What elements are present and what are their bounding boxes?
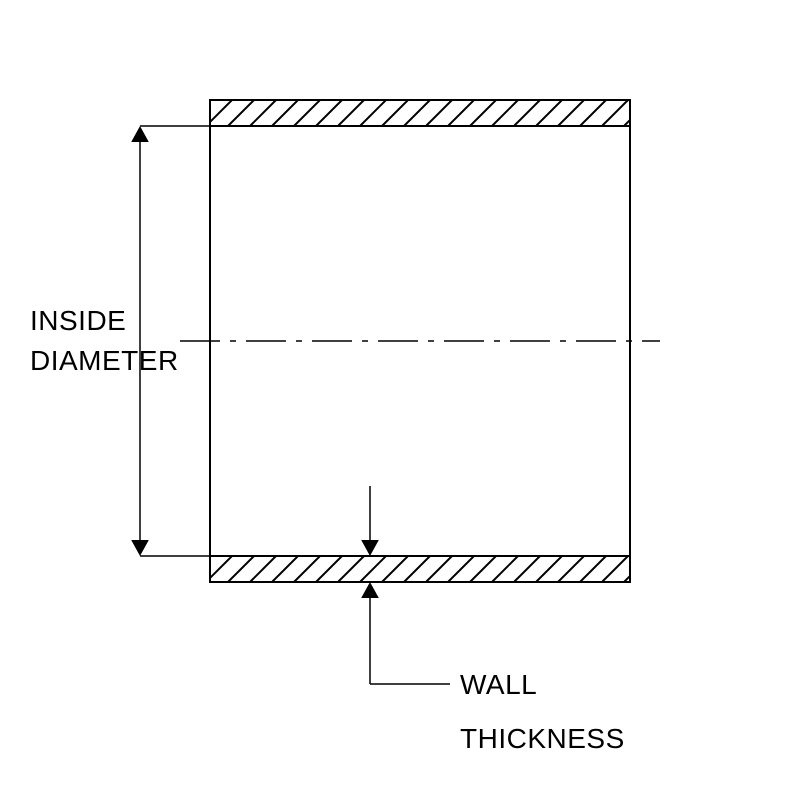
- label-thickness: THICKNESS: [460, 723, 625, 754]
- label-wall: WALL: [460, 669, 537, 700]
- tube-cross-section-diagram: INSIDE DIAMETER WALL THICKNESS: [0, 0, 800, 800]
- label-inside: INSIDE: [30, 305, 126, 336]
- hatch-bottom-wall: [162, 556, 672, 582]
- dimension-wall-thickness: [361, 486, 450, 684]
- hatch-top-wall: [162, 100, 672, 126]
- label-diameter: DIAMETER: [30, 345, 179, 376]
